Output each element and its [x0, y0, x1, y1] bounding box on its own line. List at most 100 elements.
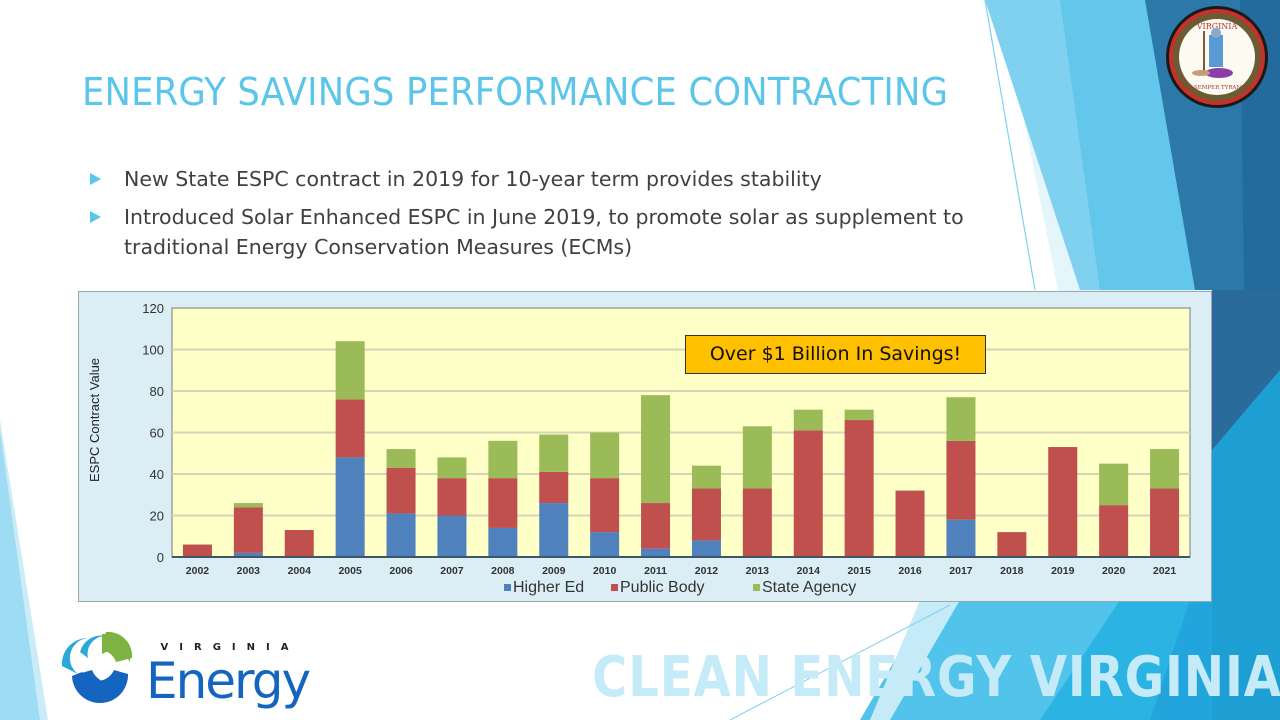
savings-callout: Over $1 Billion In Savings!: [685, 335, 986, 374]
y-tick-label: 0: [157, 550, 164, 565]
legend-swatch: [753, 584, 760, 591]
x-tick-label: 2003: [237, 565, 261, 577]
arrow-bullet-icon: [90, 173, 101, 185]
virginia-energy-logo: VIRGINIA Energy: [61, 631, 312, 710]
bg-shape-bottom-cyan3: [1212, 370, 1280, 720]
bar-segment-public-body: [895, 490, 925, 557]
bar-segment-state-agency: [742, 426, 772, 489]
bar-segment-public-body: [386, 467, 416, 514]
swirl-logo-icon: [61, 631, 133, 704]
stacked-bar-chart: 0 20 40 60 80 100 120 2002 2003 2004 2005 2006 2007…: [87, 301, 1191, 596]
bar-segment-public-body: [997, 532, 1027, 557]
bar-segment-public-body: [182, 544, 212, 557]
bar-segment-public-body: [641, 503, 671, 549]
y-tick-label: 60: [150, 426, 164, 441]
x-tick-label: 2017: [949, 565, 973, 577]
y-tick-label: 120: [142, 301, 164, 316]
x-tick-label: 2009: [542, 565, 566, 577]
bar-segment-higher-ed: [641, 548, 671, 557]
bar-segment-higher-ed: [946, 519, 976, 557]
bar-segment-public-body: [844, 420, 874, 557]
chart-frame: 0 20 40 60 80 100 120 2002 2003 2004 2005 2006 2007…: [78, 291, 1212, 602]
slide-title: ENERGY SAVINGS PERFORMANCE CONTRACTING: [82, 70, 949, 114]
bar-segment-public-body: [793, 430, 823, 557]
footer-tagline: CLEAN ENERGY VIRGINIA: [592, 645, 1280, 710]
bar-segment-higher-ed: [335, 457, 365, 557]
bullet-text: New State ESPC contract in 2019 for 10-y…: [124, 167, 822, 191]
y-tick-label: 100: [142, 343, 164, 358]
x-tick-label: 2004: [288, 565, 312, 577]
bar-segment-higher-ed: [437, 515, 467, 557]
bar-segment-higher-ed: [386, 513, 416, 557]
x-tick-label: 2015: [847, 565, 871, 577]
x-tick-label: 2018: [1000, 565, 1024, 577]
x-tick-label: 2008: [491, 565, 515, 577]
bar-segment-state-agency: [590, 432, 620, 479]
x-tick-label: 2021: [1153, 565, 1177, 577]
bar-segment-state-agency: [386, 449, 416, 468]
bar-segment-public-body: [539, 471, 569, 504]
bar-segment-public-body: [1048, 447, 1078, 557]
bar-segment-state-agency: [946, 397, 976, 441]
bg-shape-bottom-cyan4: [1150, 600, 1212, 720]
x-tick-label: 2013: [746, 565, 770, 577]
bar-segment-public-body: [335, 399, 365, 458]
x-tick-label: 2007: [440, 565, 464, 577]
x-tick-label: 2016: [898, 565, 922, 577]
virginia-seal-icon: VIRGINIA SIC SEMPER TYRANNIS: [1166, 6, 1268, 108]
x-tick-label: 2002: [186, 565, 210, 577]
x-tick-label: 2005: [338, 565, 362, 577]
bar-segment-state-agency: [793, 409, 823, 431]
x-tick-label: 2020: [1102, 565, 1126, 577]
x-tick-label: 2011: [644, 565, 667, 577]
bar-segment-public-body: [946, 440, 976, 520]
legend-swatch: [504, 584, 511, 591]
bar-segment-public-body: [233, 507, 263, 553]
bar-segment-state-agency: [691, 465, 721, 489]
x-tick-label: 2006: [389, 565, 413, 577]
bar-segment-state-agency: [488, 440, 518, 479]
bg-shape-pale-wedge: [870, 600, 960, 720]
bar-segment-public-body: [284, 530, 314, 557]
legend-swatch: [611, 584, 618, 591]
y-tick-label: 80: [150, 384, 164, 399]
x-tick-label: 2012: [695, 565, 719, 577]
seal-top-text: VIRGINIA: [1196, 22, 1238, 31]
x-tick-label: 2014: [797, 565, 821, 577]
bar-segment-state-agency: [539, 434, 569, 472]
x-tick-label: 2010: [593, 565, 617, 577]
bar-segment-higher-ed: [539, 503, 569, 557]
x-tick-label: 2019: [1051, 565, 1075, 577]
bar-segment-higher-ed: [233, 552, 263, 557]
bullet-item: Introduced Solar Enhanced ESPC in June 2…: [88, 202, 1018, 262]
legend-label: Public Body: [620, 579, 705, 596]
logo-virginia-text: VIRGINIA: [161, 642, 300, 653]
bar-segment-state-agency: [641, 395, 671, 504]
bullet-text: Introduced Solar Enhanced ESPC in June 2…: [124, 205, 964, 259]
bar-segment-state-agency: [437, 457, 467, 479]
bar-segment-public-body: [1150, 488, 1180, 557]
y-tick-label: 40: [150, 467, 164, 482]
bullet-list: New State ESPC contract in 2019 for 10-y…: [88, 164, 1018, 270]
y-axis-label: ESPC Contract Value: [87, 358, 102, 482]
logo-energy-text: Energy: [146, 652, 310, 710]
bg-thin-line: [984, 0, 1036, 291]
bar-segment-state-agency: [233, 503, 263, 508]
bg-thin-line-bottom: [729, 604, 951, 720]
legend-label: Higher Ed: [513, 579, 584, 596]
seal-bottom-text: SIC SEMPER TYRANNIS: [1182, 85, 1252, 91]
legend-label: State Agency: [762, 579, 856, 596]
bar-segment-state-agency: [1150, 449, 1180, 489]
bar-segment-public-body: [590, 478, 620, 533]
bar-segment-public-body: [437, 478, 467, 516]
bar-segment-state-agency: [844, 409, 874, 421]
bar-segment-public-body: [691, 488, 721, 541]
bar-segment-public-body: [1099, 505, 1129, 557]
bar-segment-state-agency: [335, 341, 365, 400]
bg-shape-lightblue-left2: [0, 420, 48, 720]
bar-segment-higher-ed: [590, 532, 620, 557]
bar-segment-state-agency: [1099, 463, 1129, 506]
arrow-bullet-icon: [90, 211, 101, 223]
bar-segment-public-body: [742, 488, 772, 557]
